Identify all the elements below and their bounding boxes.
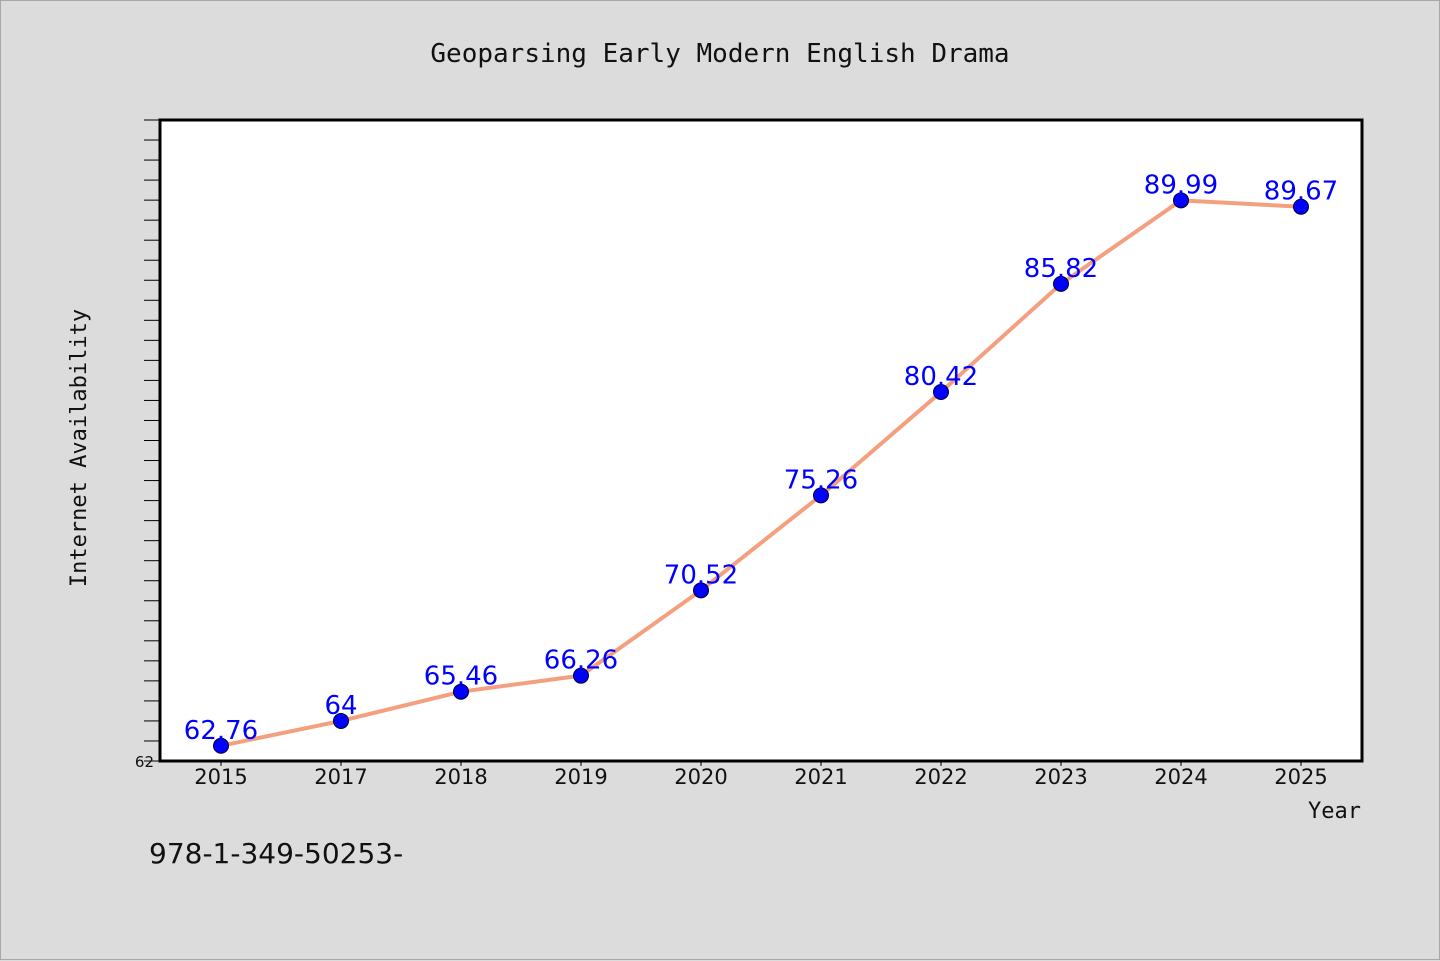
x-tick-label: 2019 [554,765,607,789]
data-label: 89.99 [1144,170,1218,200]
chart-title: Geoparsing Early Modern English Drama [430,39,1009,69]
data-point [1053,275,1069,292]
x-tick-label: 2020 [674,765,727,789]
data-label: 70.52 [664,560,738,590]
data-labels: 62.76 64 65.46 66.26 70.52 75.26 80.42 85.82 89.… [184,170,1338,745]
series-markers [213,192,1309,754]
data-point [573,667,589,684]
footnote: 978-1-349-50253- [149,837,403,870]
data-label: 89.67 [1264,177,1338,207]
x-axis-label: Year [1308,799,1361,824]
data-label: 75.26 [784,465,858,495]
x-tick-label: 2018 [434,765,487,789]
y-axis-ticks [144,119,160,762]
data-point [933,384,949,401]
data-point [693,582,709,599]
x-tick-label: 2023 [1034,765,1087,789]
x-tick-label: 2025 [1274,765,1327,789]
data-point [1173,192,1189,209]
x-axis-ticks: 2015 2017 2018 2019 2020 2021 2022 2023 2024 2025 [194,760,1328,789]
data-label: 64 [324,691,357,721]
data-point [333,712,349,729]
x-tick-label: 2017 [314,765,367,789]
series-line [219,198,1303,748]
data-label: 66.26 [544,646,618,676]
data-point [453,683,469,700]
x-tick-label: 2024 [1154,765,1207,789]
data-label: 80.42 [904,362,978,392]
x-tick-label: 2015 [194,765,247,789]
data-point [1293,198,1309,215]
y-axis-label: Internet Availability [67,309,92,587]
x-tick-label: 2022 [914,765,967,789]
data-label: 65.46 [424,662,498,692]
x-tick-label: 2021 [794,765,847,789]
plot-area [158,118,1364,763]
data-label: 85.82 [1024,254,1098,284]
data-label: 62.76 [184,716,258,746]
data-point [213,737,229,754]
data-point [813,487,829,504]
y-tick-label: 62 [135,753,154,771]
